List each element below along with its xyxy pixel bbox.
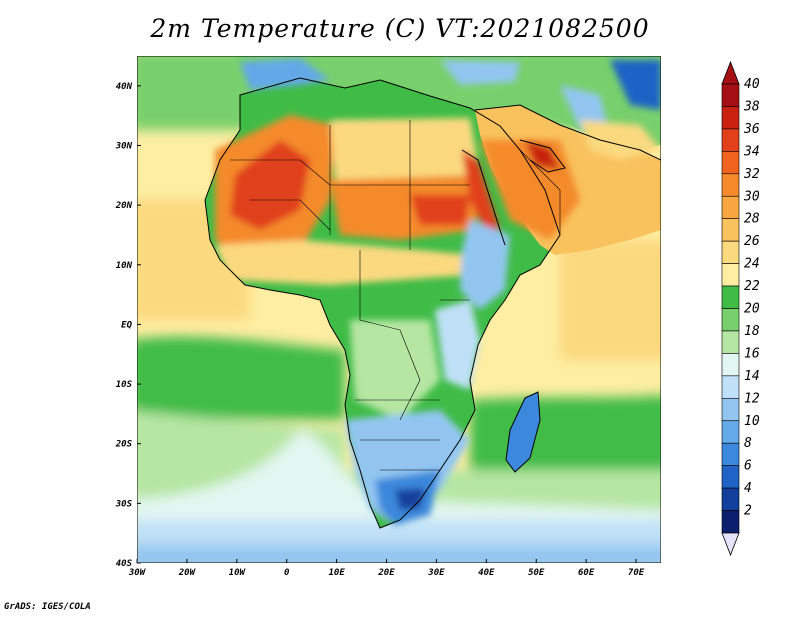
colorbar-swatch [721,151,740,175]
country-borders [230,120,561,471]
colorbar: 40 38 36 34 32 30 28 26 24 22 20 18 16 14 12 10 8 6 4 2 [721,60,760,557]
colorbar-label: 8 [744,436,752,451]
cool-southern-africa [345,410,470,525]
hot-redsea-strip [462,150,500,240]
colorbar-swatch [721,173,740,197]
cool-congo-light [350,320,440,420]
colorbar-bottom-arrow [721,532,740,557]
cool-turkey [440,60,520,85]
ocean-band-arabian [560,240,661,360]
colorbar-swatch [721,397,740,422]
ocean-band-south-deep [137,545,661,563]
coastlines [204,77,661,529]
colorbar-swatch [721,420,740,444]
colorbar-swatch [721,487,740,511]
colorbar-swatch [721,308,740,332]
colorbar-label: 16 [744,346,760,361]
lon-tick-label: 40E [478,568,495,578]
veryhot-sahara-core [230,140,310,230]
cool-east-africa [435,300,480,390]
colorbar-label: 24 [744,257,760,272]
ocean-band-indian-green [470,395,661,471]
map-plot-area [137,56,661,563]
colorbar-swatch [721,285,740,309]
colorbar-swatch [721,128,740,152]
colorbar-label: 34 [743,144,760,159]
lon-tick-label: 10E [328,568,345,578]
coldest-lesotho [395,488,425,510]
lon-tick-label: 30E [427,568,445,578]
colorbar-label: 30 [743,189,760,204]
lat-tick-label: 10S [116,380,133,390]
colorbar-swatch [721,83,740,107]
lat-tick-label: 30S [115,499,133,509]
ocean-band-south-green [137,336,345,420]
map-axes: 30W 20W 10W 0 10E 20E 30E 40E 50E 60E 70E 40N 30N 20N… [115,82,645,578]
footer-credit: GrADS: IGES/COLA [4,602,91,612]
colorbar-label: 14 [744,369,760,384]
cool-ethiopia-highlands [460,220,510,310]
lon-tick-label: 10W [229,568,247,578]
colorbar-swatch [721,442,740,466]
lat-tick-label: 20N [115,201,133,211]
colorbar-label: 2 [744,504,752,519]
colorbar-swatch [721,353,740,377]
colorbar-label: 10 [744,414,760,429]
colorbar-swatch [721,218,740,242]
ocean-band-cold-light [137,430,661,540]
colorbar-swatch [721,263,740,287]
colorbar-swatch [721,106,740,130]
colorbar-swatch [721,240,740,264]
warm-sahel [215,240,470,285]
lat-tick-label: 40S [116,559,133,569]
lon-tick-label: 0 [284,568,290,578]
cold-himalaya [610,60,661,110]
colorbar-label: 38 [743,99,760,114]
colorbar-label: 4 [744,481,752,496]
colorbar-swatch [721,375,740,399]
lat-tick-label: 40N [116,82,133,92]
colorbar-top-arrow [721,60,740,85]
lon-tick-label: 60E [578,568,595,578]
colorbar-label: 20 [744,302,760,317]
colorbar-label: 36 [743,122,760,137]
colorbar-label: 40 [744,77,760,92]
colorbar-label: 12 [744,391,760,406]
cool-atlas [240,58,330,90]
lon-tick-label: 50E [528,568,545,578]
colorbar-swatch [721,195,740,220]
colorbar-swatch [721,330,740,354]
lon-tick-label: 70E [628,568,645,578]
colorbar-label: 6 [744,459,752,474]
lon-tick-label: 30W [128,568,147,578]
colorbar-label: 18 [744,324,760,339]
colorbar-label: 22 [744,279,760,294]
lat-tick-label: 20S [115,440,133,450]
veryhot-sudan [410,195,470,225]
chart-title: 2m Temperature (C) VT:2021082500 [150,14,650,43]
lon-tick-label: 20E [377,568,395,578]
lat-tick-label: 30N [115,141,133,151]
warm-libya [330,118,480,180]
land-europe-asia [235,56,661,150]
colorbar-swatch [721,510,740,534]
lat-tick-label: EQ [121,320,132,330]
colorbar-label: 32 [743,167,760,182]
lon-tick-label: 20W [178,568,197,578]
colorbar-label: 26 [744,234,760,249]
veryhot-gulf [525,140,560,170]
lat-tick-label: 10N [116,261,133,271]
colorbar-swatch [721,465,740,489]
colorbar-label: 28 [744,212,760,227]
